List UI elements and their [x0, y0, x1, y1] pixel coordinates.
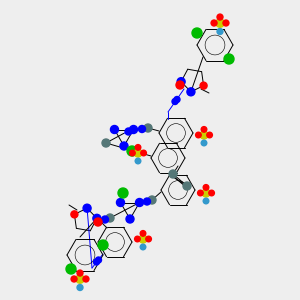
Circle shape	[139, 125, 145, 133]
Circle shape	[140, 231, 146, 236]
Circle shape	[83, 276, 89, 282]
Circle shape	[95, 257, 101, 263]
Circle shape	[110, 125, 118, 134]
Circle shape	[201, 127, 207, 132]
Circle shape	[187, 88, 195, 96]
Circle shape	[126, 215, 134, 223]
Circle shape	[134, 149, 142, 157]
Circle shape	[196, 132, 201, 138]
Circle shape	[217, 28, 223, 34]
Circle shape	[98, 240, 108, 250]
Circle shape	[101, 216, 109, 223]
Circle shape	[200, 131, 208, 139]
Circle shape	[130, 125, 137, 134]
Circle shape	[77, 284, 83, 290]
Circle shape	[66, 264, 76, 274]
Circle shape	[94, 218, 102, 226]
Circle shape	[140, 244, 146, 250]
Circle shape	[172, 98, 178, 104]
Circle shape	[139, 235, 147, 243]
Circle shape	[183, 182, 191, 190]
Circle shape	[216, 19, 224, 27]
Circle shape	[203, 198, 209, 204]
Circle shape	[116, 199, 124, 206]
Circle shape	[102, 139, 110, 147]
Circle shape	[177, 78, 185, 86]
Circle shape	[223, 20, 229, 26]
Circle shape	[71, 276, 77, 282]
Circle shape	[135, 145, 141, 150]
Circle shape	[203, 184, 209, 190]
Circle shape	[83, 204, 91, 212]
Circle shape	[141, 150, 146, 156]
Circle shape	[93, 214, 101, 222]
Circle shape	[94, 259, 100, 265]
Circle shape	[144, 124, 152, 132]
Circle shape	[224, 54, 234, 64]
Circle shape	[135, 236, 140, 242]
Circle shape	[136, 199, 143, 206]
Circle shape	[120, 142, 128, 150]
Circle shape	[192, 28, 202, 38]
Circle shape	[176, 81, 184, 89]
Circle shape	[130, 150, 135, 156]
Circle shape	[209, 190, 214, 196]
Circle shape	[148, 196, 156, 204]
Circle shape	[146, 236, 152, 242]
Circle shape	[143, 198, 151, 205]
Circle shape	[127, 146, 137, 156]
Circle shape	[118, 188, 128, 198]
Circle shape	[77, 270, 83, 276]
Circle shape	[71, 211, 78, 218]
Circle shape	[217, 14, 223, 20]
Circle shape	[106, 214, 114, 222]
Circle shape	[200, 82, 207, 89]
Circle shape	[198, 190, 203, 196]
Circle shape	[201, 140, 207, 146]
Circle shape	[211, 20, 217, 26]
Circle shape	[76, 275, 84, 283]
Circle shape	[207, 132, 212, 138]
Circle shape	[135, 158, 141, 164]
Circle shape	[202, 189, 210, 197]
Circle shape	[169, 170, 177, 178]
Circle shape	[174, 97, 180, 103]
Circle shape	[125, 128, 132, 135]
